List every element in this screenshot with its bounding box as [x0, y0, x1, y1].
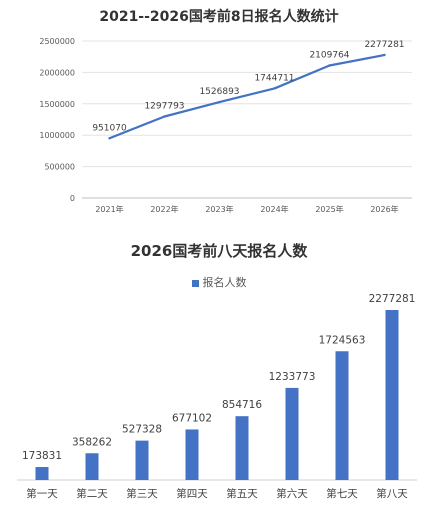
bar-chart: 2026国考前八天报名人数 报名人数 173831 第一天 358262 第二天 527… — [0, 230, 438, 516]
series-line — [109, 53, 385, 140]
data-point — [218, 100, 221, 104]
bar-chart-legend: 报名人数 — [0, 274, 438, 290]
data-label: 1526893 — [199, 87, 239, 97]
data-point — [108, 137, 111, 140]
bar — [185, 429, 199, 480]
data-label: 1297793 — [144, 101, 184, 111]
x-tick-label: 2023年 — [205, 204, 233, 214]
bar-chart-plot: 173831 第一天 358262 第二天 527328 第三天 677102 第四天 8547… — [17, 293, 417, 500]
x-tick-label: 第六天 — [276, 487, 308, 500]
x-tick-label: 2026年 — [370, 204, 398, 214]
bar — [135, 440, 149, 480]
data-label: 2277281 — [369, 293, 416, 305]
bar — [385, 310, 399, 480]
bar-chart-title: 2026国考前八天报名人数 — [130, 242, 308, 260]
line-chart: 2021--2026国考前8日报名人数统计 0 500000 1000000 1500… — [0, 0, 438, 226]
x-tick-label: 第三天 — [126, 487, 158, 500]
y-tick-label: 2000000 — [39, 68, 75, 77]
data-point — [328, 64, 331, 67]
x-tick-label: 2025年 — [315, 204, 343, 214]
data-label: 854716 — [222, 399, 262, 411]
data-label: 1724563 — [319, 334, 366, 346]
x-tick-label: 第五天 — [226, 487, 258, 500]
data-label: 951070 — [92, 123, 127, 133]
data-label: 1744711 — [254, 73, 294, 83]
line-chart-title: 2021--2026国考前8日报名人数统计 — [99, 9, 339, 25]
y-tick-label: 500000 — [44, 163, 75, 172]
data-label: 1233773 — [269, 371, 316, 383]
bar — [285, 387, 299, 480]
data-point — [163, 115, 166, 118]
y-tick-label: 1000000 — [39, 131, 75, 140]
bar — [85, 453, 99, 480]
bar — [235, 416, 249, 480]
x-tick-label: 2021年 — [95, 204, 123, 214]
line-chart-plot: 0 500000 1000000 1500000 2000000 2500000 2021年… — [39, 37, 412, 214]
bar — [335, 351, 349, 480]
y-tick-label: 2500000 — [39, 37, 75, 46]
x-tick-label: 第八天 — [376, 487, 408, 500]
bar — [35, 467, 49, 480]
data-label: 2109764 — [309, 51, 349, 61]
legend-label: 报名人数 — [202, 276, 247, 289]
data-label: 173831 — [22, 450, 62, 462]
legend-swatch — [191, 279, 199, 287]
y-tick-label: 1500000 — [39, 100, 75, 109]
data-label: 358262 — [72, 436, 112, 448]
data-label: 527328 — [122, 424, 162, 436]
x-tick-label: 2024年 — [260, 204, 288, 214]
x-tick-label: 第七天 — [326, 487, 358, 500]
y-tick-label: 0 — [70, 194, 75, 203]
data-point — [383, 53, 386, 57]
data-label: 2277281 — [364, 40, 404, 50]
x-tick-label: 第一天 — [26, 487, 58, 500]
x-tick-label: 第四天 — [176, 487, 208, 500]
x-tick-label: 第二天 — [76, 487, 108, 500]
data-point — [273, 87, 276, 90]
data-label: 677102 — [172, 412, 212, 424]
x-tick-label: 2022年 — [150, 204, 178, 214]
